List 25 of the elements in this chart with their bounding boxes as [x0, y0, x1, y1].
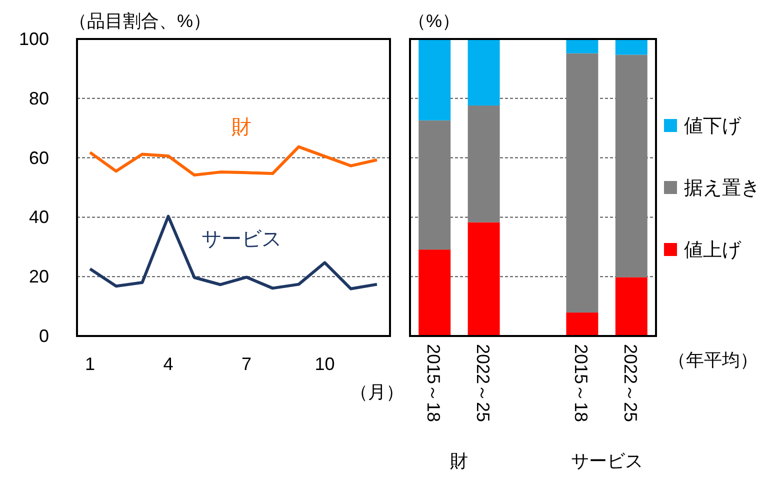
x-tick-label: 2015～18	[571, 344, 592, 422]
x-tick-label: 2015～18	[424, 344, 444, 422]
y-tick-label: 60	[28, 148, 49, 168]
y-tick-label: 40	[28, 207, 49, 228]
y-axis-title: （%）	[408, 11, 460, 31]
x-tick-label: 10	[314, 354, 335, 374]
x-tick-label: 1	[85, 354, 96, 374]
y-tick-label: 80	[28, 88, 49, 108]
x-tick-label: 7	[242, 354, 252, 374]
series-label: 財	[231, 116, 252, 138]
x-axis-title: （月）	[350, 382, 404, 402]
text: サービス	[570, 451, 643, 471]
legend-label: 値上げ	[684, 240, 742, 261]
legend-label: 値下げ	[684, 116, 742, 137]
y-axis-title: （品目割合、%）	[69, 11, 212, 31]
y-tick-label: 0	[38, 326, 49, 346]
x-tick-label: 2022～25	[620, 344, 640, 422]
x-axis-title: （年平均）	[668, 350, 758, 370]
y-tick-label: 100	[18, 29, 49, 49]
x-tick-label: 2022～25	[472, 344, 493, 422]
text: 財	[450, 451, 468, 471]
y-tick-label: 20	[28, 266, 49, 287]
series-label: サービス	[201, 228, 282, 250]
legend-label: 据え置き	[684, 178, 760, 199]
x-tick-label: 4	[163, 354, 174, 374]
